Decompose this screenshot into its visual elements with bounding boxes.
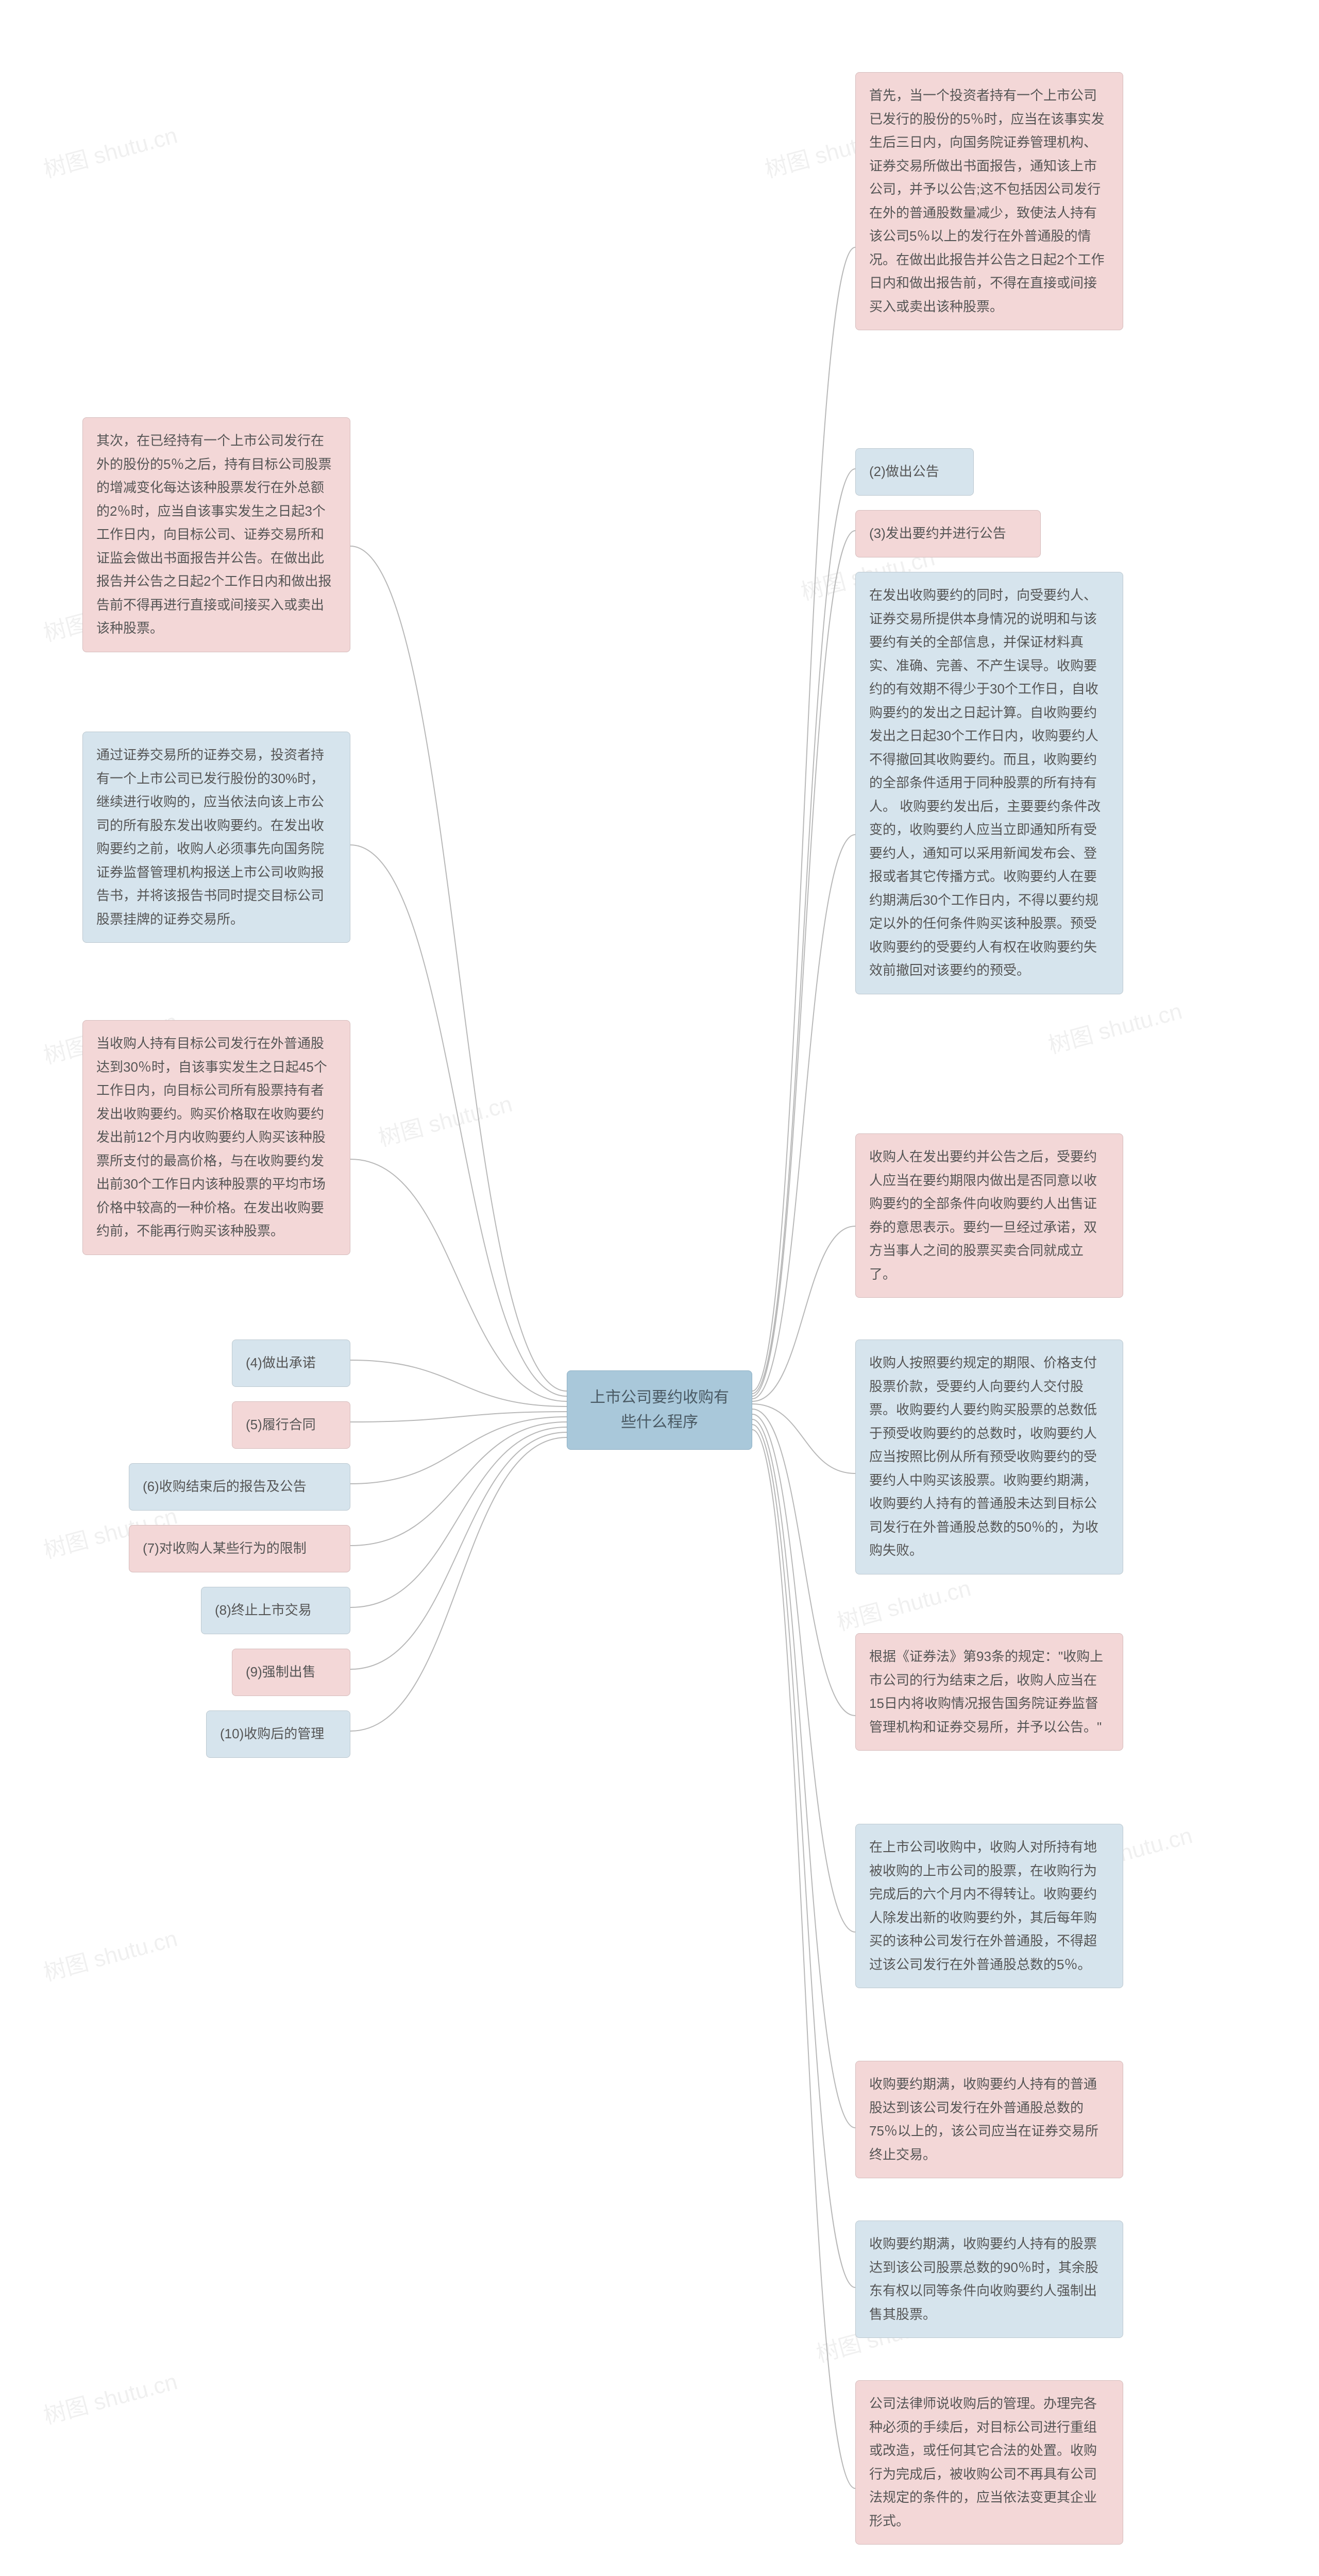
right-node-4: 在发出收购要约的同时，向受要约人、证券交易所提供本身情况的说明和与该要约有关的全… bbox=[855, 572, 1123, 994]
left-node-10: (10)收购后的管理 bbox=[206, 1710, 350, 1758]
right-node-11: 公司法律师说收购后的管理。办理完各种必须的手续后，对目标公司进行重组或改造，或任… bbox=[855, 2380, 1123, 2545]
left-node-7: (7)对收购人某些行为的限制 bbox=[129, 1525, 350, 1572]
right-node-9: 收购要约期满，收购要约人持有的普通股达到该公司发行在外普通股总数的75％以上的，… bbox=[855, 2061, 1123, 2178]
central-topic: 上市公司要约收购有些什么程序 bbox=[567, 1370, 752, 1450]
right-node-8: 在上市公司收购中，收购人对所持有地被收购的上市公司的股票，在收购行为完成后的六个… bbox=[855, 1824, 1123, 1988]
right-node-1: 首先，当一个投资者持有一个上市公司已发行的股份的5％时，应当在该事实发生后三日内… bbox=[855, 72, 1123, 330]
left-node-6: (6)收购结束后的报告及公告 bbox=[129, 1463, 350, 1511]
right-node-6: 收购人按照要约规定的期限、价格支付股票价款，受要约人向要约人交付股票。收购要约人… bbox=[855, 1340, 1123, 1574]
left-node-2: 通过证券交易所的证券交易，投资者持有一个上市公司已发行股份的30%时，继续进行收… bbox=[82, 732, 350, 943]
right-node-7: 根据《证券法》第93条的规定："收购上市公司的行为结束之后，收购人应当在15日内… bbox=[855, 1633, 1123, 1751]
right-node-3: (3)发出要约并进行公告 bbox=[855, 510, 1041, 557]
watermark-text: 树图 shutu.cn bbox=[374, 1086, 515, 1153]
watermark-text: 树图 shutu.cn bbox=[833, 1570, 974, 1637]
left-node-8: (8)终止上市交易 bbox=[201, 1587, 350, 1634]
left-node-3: 当收购人持有目标公司发行在外普通股达到30％时，自该事实发生之日起45个工作日内… bbox=[82, 1020, 350, 1255]
right-node-2: (2)做出公告 bbox=[855, 448, 974, 496]
watermark-text: 树图 shutu.cn bbox=[1044, 993, 1185, 1060]
watermark-text: 树图 shutu.cn bbox=[39, 1920, 180, 1988]
watermark-text: 树图 shutu.cn bbox=[39, 117, 180, 184]
left-node-5: (5)履行合同 bbox=[232, 1401, 350, 1449]
watermark-text: 树图 shutu.cn bbox=[39, 2363, 180, 2431]
right-node-10: 收购要约期满，收购要约人持有的股票达到该公司股票总数的90％时，其余股东有权以同… bbox=[855, 2221, 1123, 2338]
left-node-9: (9)强制出售 bbox=[232, 1649, 350, 1696]
right-node-5: 收购人在发出要约并公告之后，受要约人应当在要约期限内做出是否同意以收购要约的全部… bbox=[855, 1133, 1123, 1298]
left-node-1: 其次，在已经持有一个上市公司发行在外的股份的5％之后，持有目标公司股票的增减变化… bbox=[82, 417, 350, 652]
left-node-4: (4)做出承诺 bbox=[232, 1340, 350, 1387]
